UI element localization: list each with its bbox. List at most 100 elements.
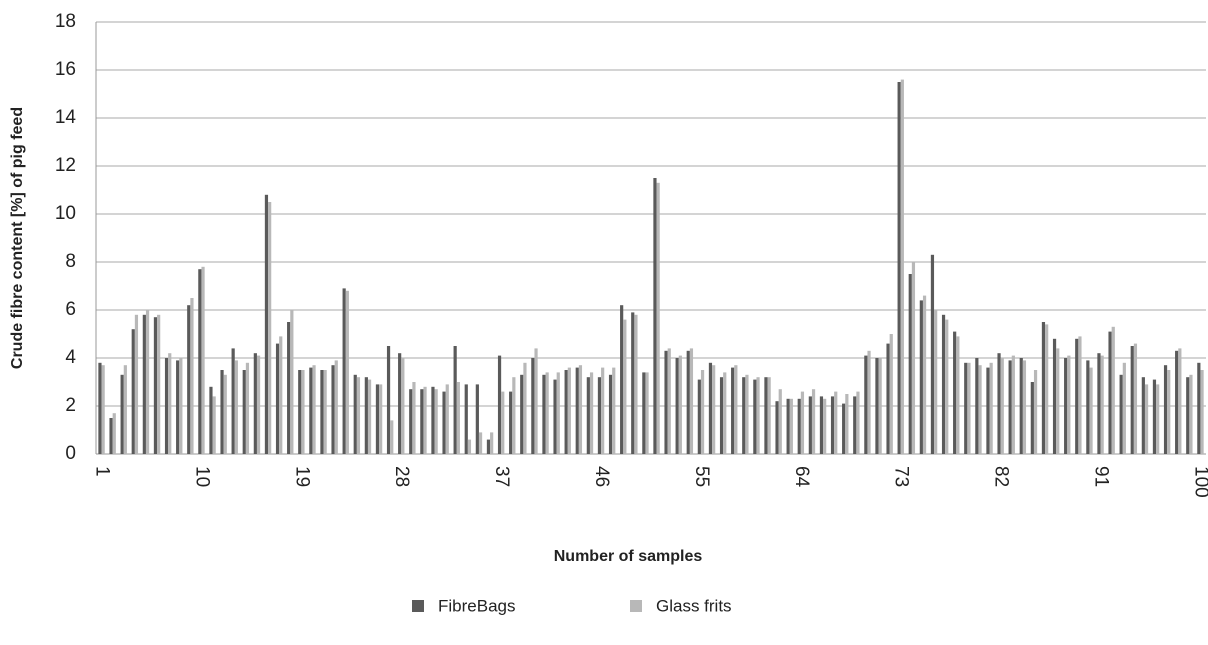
bar	[764, 377, 768, 454]
bar	[753, 379, 757, 454]
y-tick-label: 2	[65, 395, 76, 416]
bar	[478, 432, 483, 454]
bar	[564, 370, 568, 454]
bar	[897, 82, 901, 454]
bar	[1022, 360, 1027, 454]
bar	[1097, 353, 1101, 454]
bar	[442, 391, 446, 454]
bar	[542, 374, 546, 454]
bar	[268, 202, 272, 454]
bar	[398, 353, 402, 454]
bar	[367, 379, 372, 454]
bar	[309, 367, 313, 454]
bar	[601, 367, 605, 454]
bar	[642, 372, 646, 454]
bar	[1189, 374, 1193, 454]
bar	[723, 372, 727, 454]
bar	[168, 353, 172, 454]
bar	[556, 372, 560, 454]
bar	[934, 310, 938, 454]
y-tick-label: 18	[55, 11, 76, 32]
bar	[597, 377, 602, 454]
bar	[953, 331, 957, 454]
bar	[653, 178, 657, 454]
bar	[497, 355, 502, 454]
bar	[201, 266, 205, 454]
bar	[989, 362, 993, 454]
x-tick-label: 10	[191, 466, 212, 487]
bar	[631, 312, 635, 454]
bar	[1178, 348, 1182, 454]
y-tick-label: 4	[65, 347, 76, 368]
bar	[501, 391, 505, 454]
bar	[634, 314, 638, 454]
bar	[689, 348, 694, 454]
x-tick-label: 28	[391, 466, 412, 487]
bar	[800, 391, 805, 454]
bar	[731, 367, 735, 454]
x-tick-label: 46	[591, 466, 612, 487]
bar	[997, 353, 1001, 454]
bar	[878, 358, 882, 454]
bar	[742, 377, 746, 454]
bar	[811, 389, 816, 454]
bar	[412, 382, 416, 454]
bar	[157, 314, 161, 454]
bar	[834, 391, 838, 454]
bar	[101, 365, 105, 454]
bar	[686, 350, 690, 454]
bar	[575, 367, 579, 454]
bar	[331, 365, 335, 454]
y-tick-label: 14	[55, 107, 77, 128]
bar	[334, 360, 338, 454]
bar	[245, 362, 250, 454]
bar	[1075, 338, 1079, 454]
bar	[475, 384, 479, 454]
bar	[620, 305, 624, 454]
bar	[409, 389, 413, 454]
bar	[1052, 338, 1057, 454]
bar	[567, 367, 571, 454]
bar	[612, 367, 616, 454]
bar	[134, 314, 139, 454]
bar	[1133, 343, 1138, 454]
bar	[1056, 348, 1060, 454]
bar	[930, 254, 935, 454]
bar	[287, 322, 291, 454]
bar	[467, 439, 472, 454]
bar	[712, 365, 716, 454]
bar	[845, 394, 849, 454]
bar	[945, 319, 949, 454]
bar	[1200, 370, 1204, 454]
y-tick-label: 10	[55, 203, 76, 224]
bar	[120, 374, 124, 454]
bar	[1011, 355, 1015, 454]
legend-label: Glass frits	[656, 596, 732, 615]
bar	[231, 348, 235, 454]
bar	[675, 358, 679, 454]
bar	[623, 319, 627, 454]
bar	[778, 389, 782, 454]
bar	[431, 386, 435, 454]
bar	[364, 377, 368, 454]
bar	[941, 314, 946, 454]
bar	[209, 386, 213, 454]
bar	[123, 365, 127, 454]
bar	[1108, 331, 1112, 454]
bar	[512, 377, 516, 454]
bar	[986, 367, 990, 454]
bar	[98, 362, 102, 454]
y-tick-label: 6	[65, 299, 76, 320]
x-tick-label: 37	[491, 466, 512, 487]
bar	[534, 348, 538, 454]
x-tick-label: 19	[291, 466, 312, 487]
bar	[212, 396, 216, 454]
bar	[553, 379, 557, 454]
bar	[1197, 362, 1201, 454]
bar	[889, 334, 893, 454]
bar	[767, 377, 771, 454]
bar	[789, 398, 793, 454]
y-tick-label: 12	[55, 155, 76, 176]
bar	[1045, 324, 1049, 454]
bar	[1119, 374, 1123, 454]
